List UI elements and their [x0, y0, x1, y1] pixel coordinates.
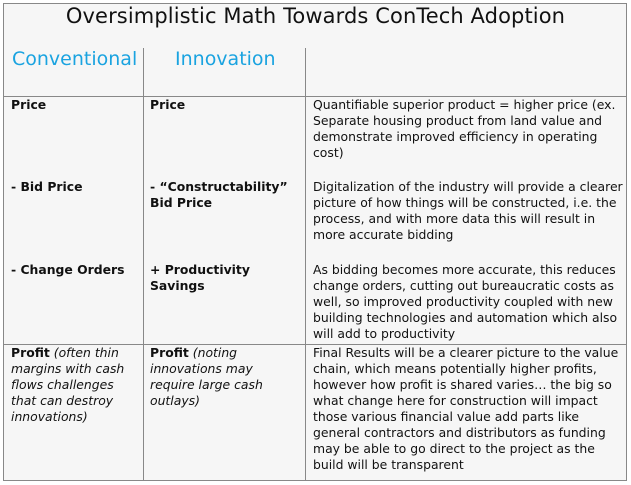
row-price-innovation: Price [150, 97, 186, 112]
row-change-conventional: - Change Orders [11, 262, 125, 277]
profit-note: (often thin margins with cash flows chal… [11, 345, 125, 424]
row-profit-innovation: Profit (noting innovations may require l… [150, 345, 300, 409]
row-bid-innovation: - “Constructability” Bid Price [150, 179, 288, 210]
row-bid-conventional: - Bid Price [11, 179, 83, 194]
profit-note: (noting innovations may require large ca… [150, 345, 263, 408]
row-divider [3, 344, 627, 345]
header-innovation: Innovation [175, 48, 276, 70]
page-title: Oversimplistic Math Towards ConTech Adop… [65, 4, 566, 28]
row-change-innovation: + Productivity Savings [150, 262, 250, 293]
row-divider [3, 96, 627, 97]
profit-label: Profit [11, 345, 50, 360]
row-bid-description: Digitalization of the industry will prov… [313, 179, 623, 242]
profit-label: Profit [150, 345, 189, 360]
row-profit-description: Final Results will be a clearer picture … [313, 345, 619, 472]
row-profit-conventional: Profit (often thin margins with cash flo… [11, 345, 139, 425]
column-divider [143, 48, 144, 481]
table-frame [3, 3, 627, 481]
row-change-description: As bidding becomes more accurate, this r… [313, 262, 618, 341]
row-price-conventional: Price [11, 97, 47, 112]
row-price-description: Quantifiable superior product = higher p… [313, 97, 616, 160]
column-divider [305, 48, 306, 481]
header-conventional: Conventional [12, 48, 138, 70]
